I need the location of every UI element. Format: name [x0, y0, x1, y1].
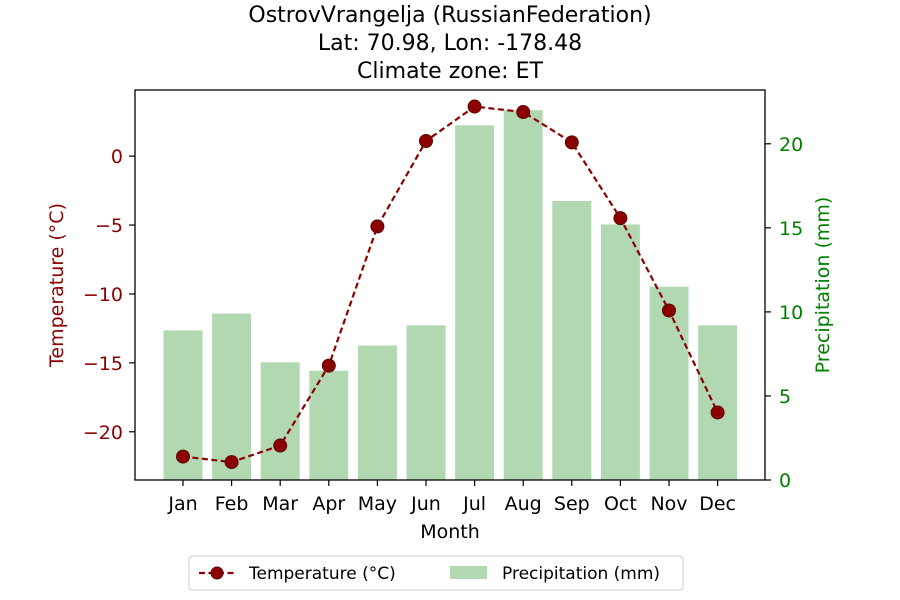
precipitation-bars [163, 110, 738, 480]
temperature-tick-label: −15 [83, 353, 123, 375]
temperature-point-apr [321, 358, 336, 373]
x-tick-label: Feb [215, 493, 249, 515]
x-tick-label: Jan [167, 493, 197, 515]
temperature-line [182, 105, 719, 464]
x-tick-label: Jun [410, 493, 441, 515]
precipitation-tick-label: 20 [779, 134, 803, 156]
x-tick-label: Sep [554, 493, 590, 515]
x-tick-label: Jul [462, 493, 486, 515]
precipitation-bar-aug [503, 110, 543, 480]
precipitation-bar-feb [212, 313, 252, 480]
precipitation-tick-label: 5 [779, 386, 791, 408]
temperature-point-mar [273, 438, 288, 453]
x-axis: Jan Feb Mar Apr May Jun Jul Aug Sep Oct Nov Dec [167, 480, 736, 515]
precipitation-tick-label: 10 [779, 302, 803, 324]
temperature-point-aug [516, 105, 531, 120]
legend-temperature-label: Temperature (°C) [248, 564, 396, 584]
temperature-axis-label: Temperature (°C) [46, 203, 68, 368]
temperature-point-jan [176, 449, 190, 464]
precipitation-bar-mar [260, 362, 300, 480]
title-line-1: OstrovVrangelja (RussianFederation) [248, 3, 651, 28]
precipitation-tick-label: 15 [779, 218, 803, 240]
temperature-axis: 0 −5 −10 −15 −20 [83, 146, 135, 444]
precipitation-bar-apr [309, 370, 349, 480]
temperature-point-jul [467, 99, 482, 114]
legend-box [188, 555, 684, 591]
precipitation-bar-sep [552, 200, 592, 480]
x-tick-label: Apr [312, 493, 345, 515]
precipitation-tick-label: 0 [779, 470, 791, 492]
precipitation-bar-nov [649, 286, 689, 480]
temperature-point-may [370, 219, 385, 234]
x-tick-label: Mar [262, 493, 298, 515]
title-line-2: Lat: 70.98, Lon: -178.48 [318, 31, 582, 56]
x-tick-label: Aug [505, 493, 542, 515]
temperature-line-group [176, 99, 725, 470]
precipitation-axis-label: Precipitation (mm) [812, 197, 834, 374]
temperature-point-feb [224, 455, 239, 470]
precipitation-bar-oct [600, 224, 640, 480]
precipitation-bar-may [357, 345, 397, 480]
temperature-tick-label: 0 [111, 146, 123, 168]
temperature-point-nov [662, 303, 676, 318]
temperature-point-oct [613, 211, 628, 226]
legend-temperature-swatch-marker [210, 566, 224, 580]
chart-title: OstrovVrangelja (RussianFederation) Lat:… [248, 3, 651, 84]
temperature-tick-label: −10 [83, 284, 123, 306]
temperature-tick-label: −20 [83, 422, 123, 444]
temperature-point-jun [419, 133, 433, 148]
x-tick-label: Nov [650, 493, 687, 515]
precipitation-bar-dec [698, 325, 738, 480]
precipitation-bar-jun [406, 325, 446, 480]
precipitation-bar-jul [455, 125, 495, 480]
title-line-3: Climate zone: ET [357, 59, 543, 84]
temperature-point-sep [564, 135, 579, 150]
x-tick-label: May [358, 493, 397, 515]
legend: Temperature (°C) Precipitation (mm) [188, 555, 684, 591]
x-tick-label: Dec [699, 493, 736, 515]
temperature-point-dec [710, 405, 725, 420]
legend-precipitation-swatch [450, 566, 487, 579]
x-tick-label: Oct [604, 493, 637, 515]
temperature-tick-label: −5 [95, 215, 123, 237]
x-axis-label: Month [420, 521, 480, 543]
plot-frame [134, 89, 766, 481]
legend-precipitation-label: Precipitation (mm) [502, 564, 660, 584]
precipitation-axis: 0 5 10 15 20 [765, 134, 803, 492]
